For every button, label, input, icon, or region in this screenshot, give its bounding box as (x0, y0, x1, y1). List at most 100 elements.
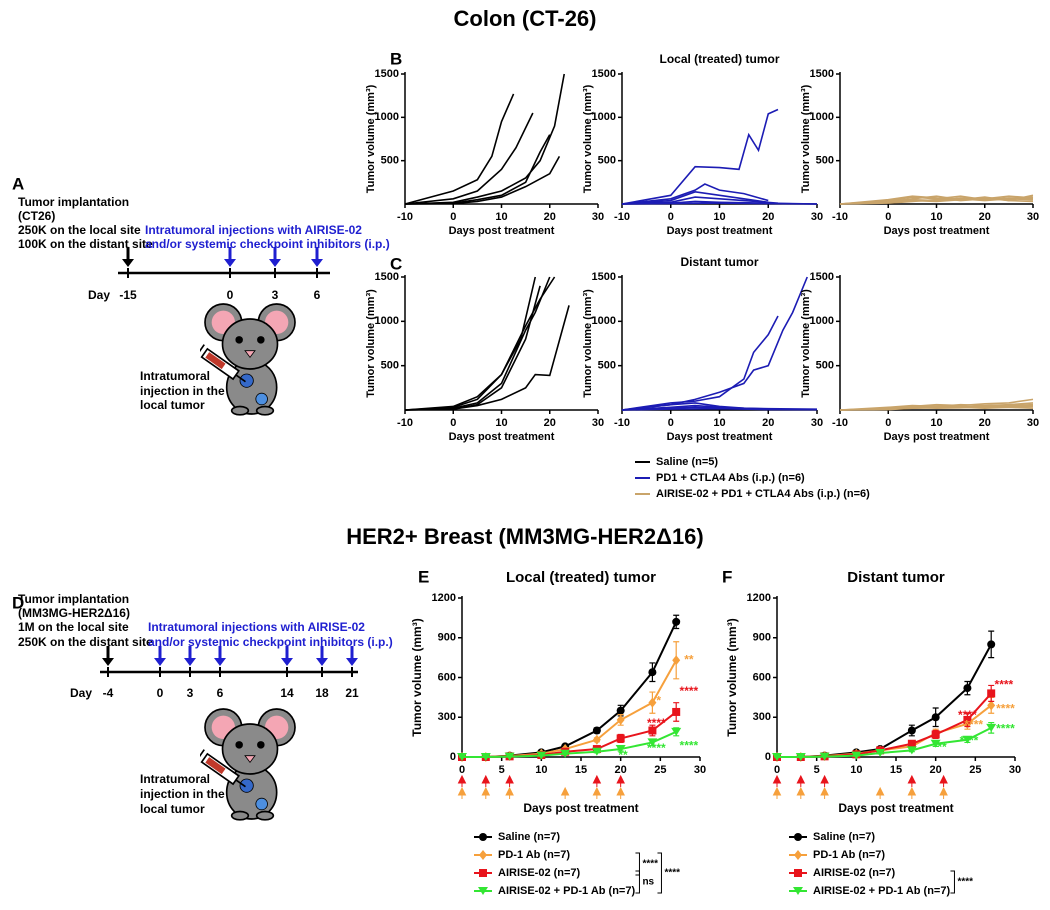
tumor-line (404, 276, 537, 411)
y-tick-label: 1000 (375, 111, 399, 123)
day-value: 14 (280, 686, 294, 700)
dose-arrow (772, 786, 782, 799)
dose-arrow (505, 774, 514, 787)
x-tick-label: -10 (614, 211, 630, 223)
significance-bracket (635, 870, 640, 894)
y-tick-label: 1000 (810, 111, 834, 123)
day-value: 6 (314, 288, 321, 302)
y-tick-label: 1000 (810, 315, 834, 327)
marker (560, 749, 571, 758)
y-tick-label: 900 (753, 632, 771, 644)
tumor-line (621, 315, 779, 411)
x-tick-label: 0 (450, 417, 456, 429)
x-tick-label: 20 (544, 417, 556, 429)
y-tick-label: 1500 (810, 271, 834, 283)
y-axis-title: Tumor volume (mm³) (800, 84, 812, 193)
x-tick-label: 15 (890, 764, 902, 776)
x-tick-label: 20 (930, 764, 942, 776)
y-tick-label: 600 (753, 671, 771, 683)
day-value: -4 (103, 686, 114, 700)
panel-letter: A (12, 174, 24, 193)
y-tick-label: 500 (598, 155, 616, 167)
x-tick-label: 15 (575, 764, 587, 776)
injection-arrow-head (122, 259, 134, 267)
implant-text: 250K on the local site (18, 223, 141, 237)
marker (616, 706, 625, 715)
marker (907, 726, 916, 735)
marker (930, 739, 941, 748)
day-value: 18 (315, 686, 329, 700)
panel-letter: B (390, 49, 402, 68)
significance-mark: **** (995, 678, 1014, 692)
marker (457, 753, 467, 761)
dose-arrow (481, 774, 491, 787)
y-tick-label: 1000 (592, 111, 616, 123)
x-tick-label: -10 (397, 417, 413, 429)
mouse-label: injection in the (140, 787, 225, 801)
y-tick-label: 1500 (810, 68, 834, 80)
mouse-label: local tumor (140, 802, 205, 816)
marker (479, 833, 487, 841)
mouse-label: Intratumoral (140, 772, 210, 786)
tumor-line (621, 108, 779, 205)
day-value: 3 (272, 288, 279, 302)
marker (616, 714, 625, 725)
x-tick-label: 5 (499, 764, 505, 776)
panel-letter: E (418, 567, 429, 586)
significance-mark: **** (996, 701, 1015, 715)
x-tick-label: 20 (979, 211, 991, 223)
marker (875, 749, 886, 758)
y-axis-title: Tumor volume (mm³) (582, 289, 594, 398)
marker (671, 727, 682, 736)
implant-text: (MM3MG-HER2Δ16) (18, 606, 130, 620)
injection-arrow-head (154, 658, 166, 666)
marker (772, 753, 782, 761)
marker (931, 730, 940, 739)
injection-text: and/or systemic checkpoint inhibitors (i… (148, 635, 393, 649)
mouse-illustration (200, 708, 296, 821)
marker (931, 713, 940, 722)
significance-mark: * (656, 694, 661, 708)
y-tick-label: 500 (381, 360, 399, 372)
x-tick-label: 0 (668, 417, 674, 429)
marker (479, 869, 487, 877)
tumor-line (621, 276, 808, 411)
x-tick-label: 10 (495, 417, 507, 429)
y-tick-label: 600 (438, 671, 456, 683)
day-value: 3 (187, 686, 194, 700)
dose-arrow (907, 786, 917, 799)
legend-label: AIRISE-02 + PD-1 Ab (n=7) (498, 885, 635, 897)
significance-label: ns (642, 877, 654, 888)
dose-arrow (939, 774, 948, 787)
x-axis-title: Days post treatment (667, 225, 773, 237)
tumor-line (404, 276, 551, 411)
y-tick-label: 1500 (375, 68, 399, 80)
significance-label: **** (642, 859, 658, 870)
x-tick-label: 10 (495, 211, 507, 223)
x-axis-title: Days post treatment (838, 801, 953, 815)
significance-mark: **** (964, 717, 983, 731)
implant-text: 250K on the distant site (18, 635, 153, 649)
dose-arrow (560, 786, 570, 799)
x-tick-label: 25 (969, 764, 981, 776)
x-axis-title: Days post treatment (884, 225, 990, 237)
marker (615, 745, 626, 754)
y-tick-label: 1200 (747, 592, 771, 604)
x-tick-label: 0 (885, 211, 891, 223)
legend-label: AIRISE-02 + PD1 + CTLA4 Abs (i.p.) (n=6) (656, 488, 870, 500)
marker (592, 734, 601, 745)
implant-text: 1M on the local site (18, 620, 129, 634)
marker (986, 723, 997, 732)
marker (987, 640, 996, 649)
significance-mark: **** (960, 733, 979, 747)
y-tick-label: 1500 (592, 271, 616, 283)
significance-mark: **** (647, 741, 666, 755)
panel-letter: D (12, 593, 24, 612)
x-tick-label: 10 (930, 211, 942, 223)
injection-arrow-head (281, 658, 293, 666)
marker (987, 700, 996, 711)
marker (648, 668, 657, 677)
dose-arrow (592, 774, 602, 787)
x-tick-label: 30 (592, 417, 604, 429)
